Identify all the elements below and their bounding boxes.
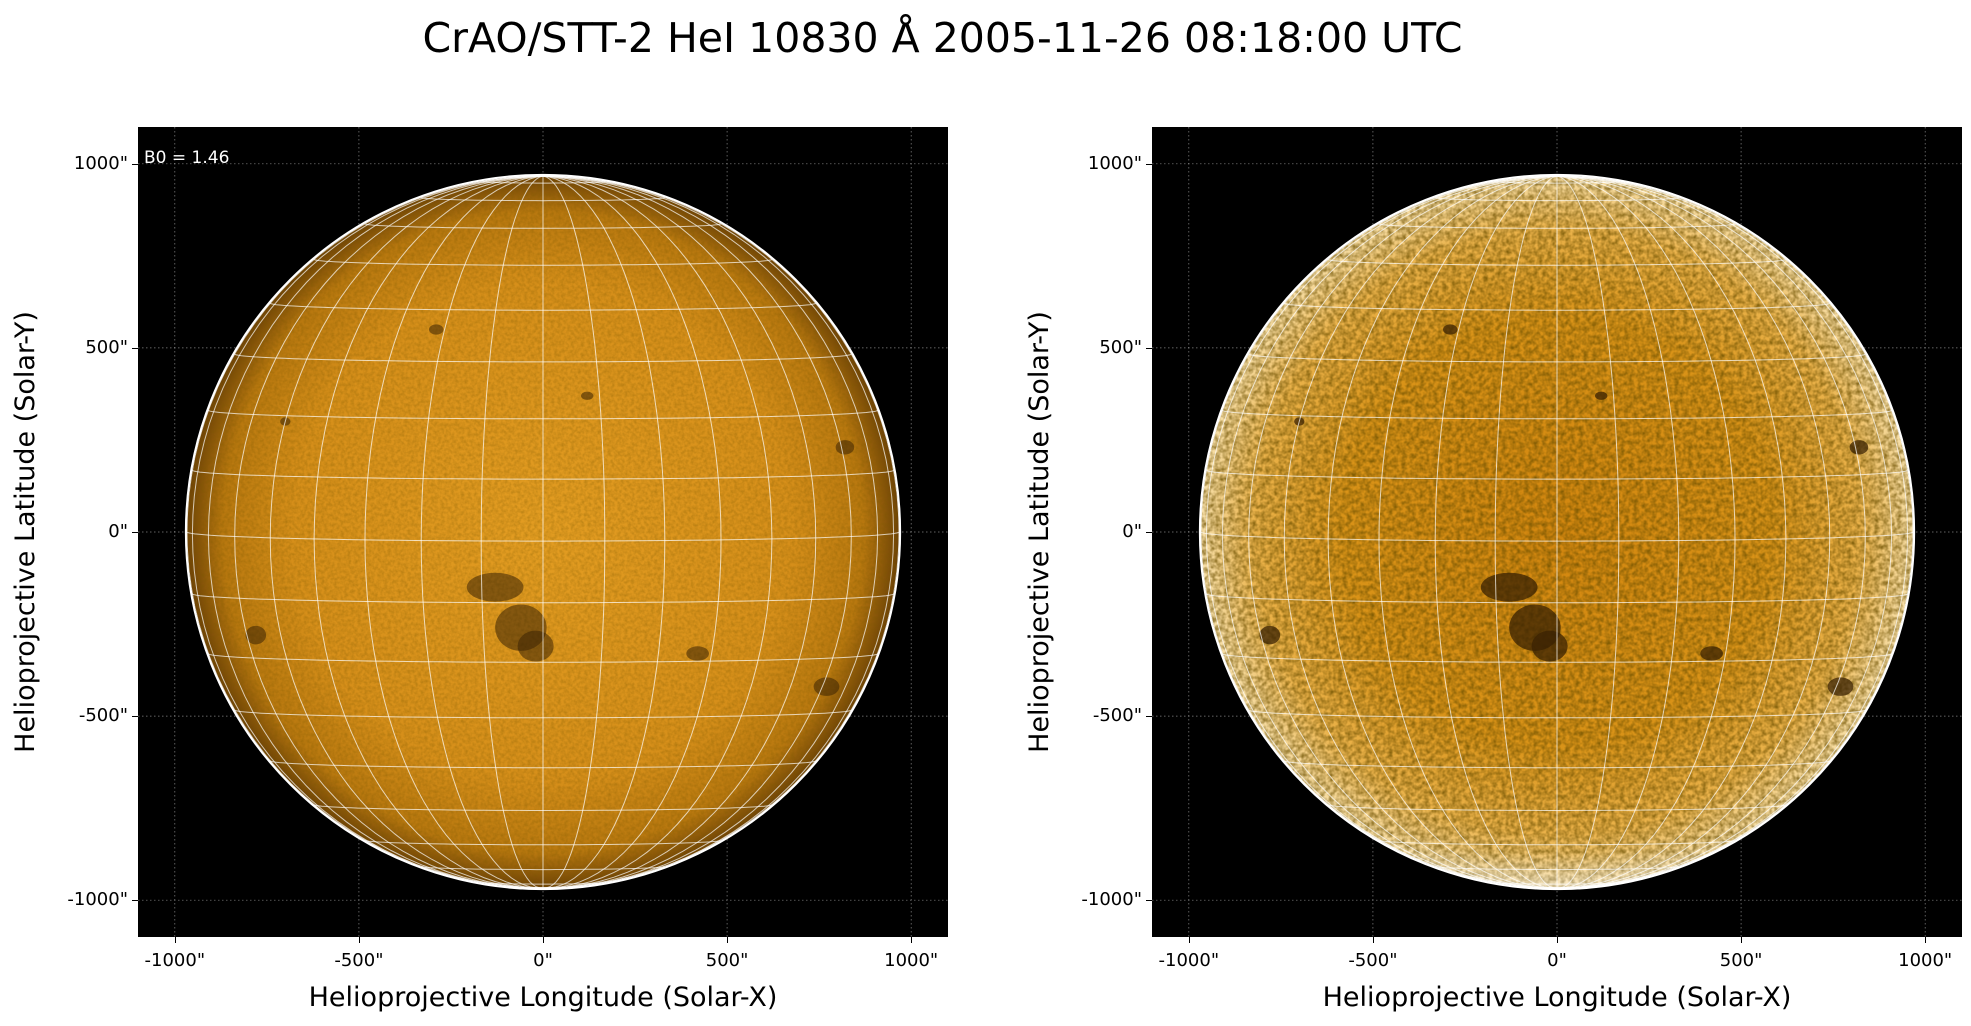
x-tick-mark [358, 937, 360, 943]
y-tick-label: -500" [78, 705, 128, 727]
x-tick-mark [1557, 937, 1558, 943]
y-tick-label: 1000" [1087, 152, 1142, 174]
y-tick-mark [1146, 900, 1152, 902]
y-tick-label: 1000" [73, 152, 128, 174]
x-tick-mark [1372, 937, 1374, 943]
x-axis-label-right: Helioprojective Longitude (Solar-X) [1322, 982, 1792, 1013]
y-tick-mark [132, 163, 138, 165]
x-tick-label: 0" [533, 950, 553, 971]
x-tick-mark [543, 937, 544, 943]
y-tick-label: -500" [1092, 705, 1142, 727]
solar-disk-right [1152, 127, 1962, 937]
x-tick-mark [1925, 937, 1927, 943]
solar-disk-left [138, 127, 948, 937]
y-tick-mark [1146, 347, 1152, 349]
y-tick-label: -1000" [1081, 889, 1142, 911]
x-tick-label: -500" [334, 950, 384, 971]
y-tick-label: 500" [1099, 336, 1142, 358]
y-tick-label: 500" [85, 336, 128, 358]
x-tick-mark [174, 937, 176, 943]
x-tick-label: 500" [705, 950, 749, 971]
x-tick-mark [911, 937, 913, 943]
y-tick-mark [1146, 163, 1152, 165]
x-tick-mark [727, 937, 729, 943]
x-axis-label-left: Helioprojective Longitude (Solar-X) [308, 982, 778, 1013]
y-tick-mark [132, 347, 138, 349]
x-tick-label: -1000" [1158, 950, 1220, 971]
x-tick-label: 0" [1547, 950, 1567, 971]
solar-image-right [1152, 127, 1962, 937]
y-tick-label: 0" [1122, 521, 1142, 542]
figure-title: CrAO/STT-2 HeI 10830 Å 2005-11-26 08:18:… [422, 14, 1463, 62]
x-tick-label: 1000" [1898, 950, 1953, 971]
y-tick-mark [132, 532, 138, 533]
y-tick-mark [132, 900, 138, 902]
b0-annotation: B0 = 1.46 [144, 148, 230, 168]
y-tick-mark [1146, 716, 1152, 718]
y-tick-mark [1146, 532, 1152, 533]
x-tick-label: -500" [1348, 950, 1398, 971]
x-tick-label: 1000" [884, 950, 939, 971]
y-tick-mark [132, 716, 138, 718]
y-tick-label: 0" [108, 521, 128, 542]
x-tick-label: -1000" [144, 950, 206, 971]
y-tick-label: -1000" [67, 889, 128, 911]
x-tick-mark [1741, 937, 1743, 943]
solar-image-left [138, 127, 948, 937]
x-tick-label: 500" [1719, 950, 1763, 971]
x-tick-mark [1188, 937, 1190, 943]
